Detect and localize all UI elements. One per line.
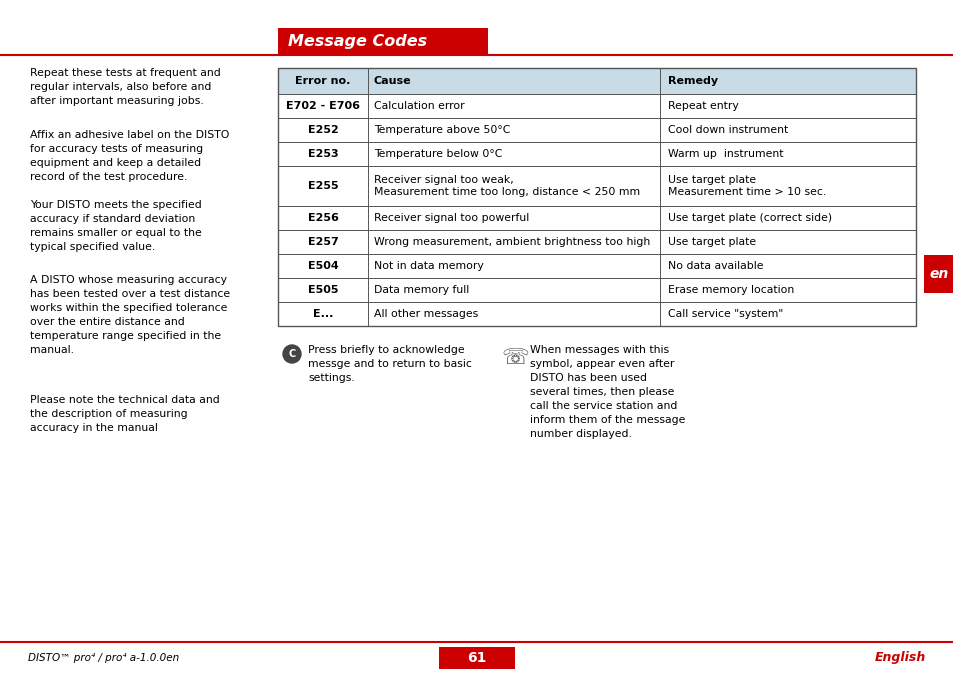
Text: Your DISTO meets the specified
accuracy if standard deviation
remains smaller or: Your DISTO meets the specified accuracy … <box>30 200 201 252</box>
Text: Affix an adhesive label on the DISTO
for accuracy tests of measuring
equipment a: Affix an adhesive label on the DISTO for… <box>30 130 229 182</box>
Text: E252: E252 <box>307 125 338 135</box>
Bar <box>277 118 915 142</box>
Text: E255: E255 <box>308 181 338 191</box>
Text: Wrong measurement, ambient brightness too high: Wrong measurement, ambient brightness to… <box>374 237 650 247</box>
Text: E253: E253 <box>308 149 338 159</box>
Circle shape <box>283 345 301 363</box>
Bar <box>438 647 515 669</box>
Text: E702 - E706: E702 - E706 <box>286 101 359 111</box>
Text: Receiver signal too powerful: Receiver signal too powerful <box>374 213 529 223</box>
Text: Use target plate (correct side): Use target plate (correct side) <box>667 213 831 223</box>
Text: English: English <box>874 652 925 665</box>
Text: Error no.: Error no. <box>295 76 351 86</box>
Text: E504: E504 <box>307 261 338 271</box>
Text: Not in data memory: Not in data memory <box>374 261 483 271</box>
Bar <box>277 206 915 230</box>
Text: Erase memory location: Erase memory location <box>667 285 794 295</box>
Text: Warm up  instrument: Warm up instrument <box>667 149 782 159</box>
Text: E...: E... <box>313 309 333 319</box>
Text: A DISTO whose measuring accuracy
has been tested over a test distance
works with: A DISTO whose measuring accuracy has bee… <box>30 275 230 355</box>
Text: Cool down instrument: Cool down instrument <box>667 125 787 135</box>
Text: Please note the technical data and
the description of measuring
accuracy in the : Please note the technical data and the d… <box>30 395 219 433</box>
Text: ☏: ☏ <box>500 348 528 368</box>
Text: Temperature above 50°C: Temperature above 50°C <box>374 125 510 135</box>
Bar <box>277 254 915 278</box>
Text: Temperature below 0°C: Temperature below 0°C <box>374 149 502 159</box>
Text: E257: E257 <box>307 237 338 247</box>
Text: en: en <box>928 267 947 281</box>
Bar <box>277 302 915 326</box>
Text: Repeat entry: Repeat entry <box>667 101 738 111</box>
Bar <box>277 68 915 326</box>
Text: Message Codes: Message Codes <box>288 34 427 49</box>
Bar <box>277 230 915 254</box>
Bar <box>277 94 915 118</box>
Text: Repeat these tests at frequent and
regular intervals, also before and
after impo: Repeat these tests at frequent and regul… <box>30 68 220 106</box>
Bar <box>277 28 488 55</box>
Text: DISTO™ pro⁴ / pro⁴ a-1.0.0en: DISTO™ pro⁴ / pro⁴ a-1.0.0en <box>28 653 179 663</box>
Bar <box>277 278 915 302</box>
Text: Data memory full: Data memory full <box>374 285 469 295</box>
Bar <box>923 255 953 293</box>
Text: E256: E256 <box>307 213 338 223</box>
Text: Calculation error: Calculation error <box>374 101 464 111</box>
Text: Use target plate
Measurement time > 10 sec.: Use target plate Measurement time > 10 s… <box>667 175 825 197</box>
Text: When messages with this
symbol, appear even after
DISTO has been used
several ti: When messages with this symbol, appear e… <box>530 345 684 439</box>
Bar <box>277 166 915 206</box>
Text: E505: E505 <box>308 285 338 295</box>
Text: No data available: No data available <box>667 261 762 271</box>
Bar <box>277 68 915 94</box>
Text: Receiver signal too weak,
Measurement time too long, distance < 250 mm: Receiver signal too weak, Measurement ti… <box>374 175 639 197</box>
Text: Call service "system": Call service "system" <box>667 309 782 319</box>
Bar <box>277 68 915 94</box>
Text: All other messages: All other messages <box>374 309 477 319</box>
Text: Press briefly to acknowledge
messge and to return to basic
settings.: Press briefly to acknowledge messge and … <box>308 345 472 383</box>
Text: 61: 61 <box>467 651 486 665</box>
Text: Cause: Cause <box>374 76 411 86</box>
Text: Remedy: Remedy <box>667 76 718 86</box>
Text: Use target plate: Use target plate <box>667 237 756 247</box>
Text: C: C <box>288 349 295 359</box>
Bar <box>277 142 915 166</box>
